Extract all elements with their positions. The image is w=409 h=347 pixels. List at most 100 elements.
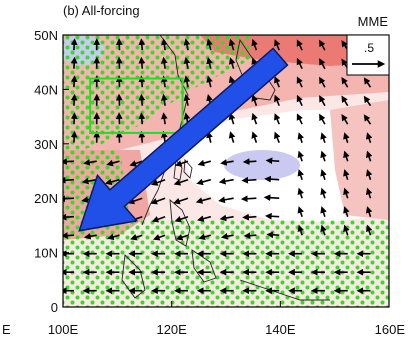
panel-title: (b) All-forcing	[63, 3, 140, 18]
model-label: MME	[358, 14, 389, 29]
wind-vector	[365, 187, 373, 199]
wind-vector	[183, 75, 191, 88]
wind-vector	[206, 57, 213, 69]
wind-vector	[161, 93, 168, 106]
wind-vector	[129, 160, 143, 167]
wind-vector	[264, 212, 280, 220]
wind-vector	[63, 232, 74, 239]
wind-vector	[341, 95, 349, 107]
wind-vector	[274, 113, 281, 125]
wind-vector	[263, 194, 280, 202]
latitude-axis: 50N 40N 30N 20N 10N 0	[34, 28, 69, 315]
wind-vector	[365, 224, 373, 236]
wind-vector	[320, 187, 327, 199]
wind-vector	[241, 176, 257, 184]
wind-vector	[219, 214, 234, 222]
lat-tick-label: 0	[51, 300, 58, 315]
wind-vector	[70, 93, 78, 106]
wind-vector	[104, 178, 120, 186]
wind-vector	[343, 224, 350, 236]
lon-tick-label: 100E	[48, 322, 79, 337]
wind-vector	[151, 215, 166, 223]
wind-vector	[218, 196, 234, 204]
reference-vector-label: .5	[364, 41, 374, 55]
reference-vector-legend: .5	[346, 34, 390, 76]
wind-vector	[320, 169, 327, 180]
wind-vector	[242, 158, 257, 165]
wind-vector	[296, 113, 303, 125]
lat-tick-label: 10N	[34, 246, 58, 261]
wind-vector	[206, 131, 213, 143]
wind-vector	[251, 131, 258, 143]
lat-tick-label: 30N	[34, 137, 58, 152]
wind-vector	[161, 112, 168, 125]
wind-vector	[197, 159, 212, 167]
wind-vector	[63, 176, 74, 184]
map-plot-area	[63, 35, 389, 307]
edge-fragment-label: E	[2, 322, 11, 337]
wind-vector	[206, 38, 213, 51]
wind-vector	[251, 94, 258, 106]
wind-vector	[297, 206, 304, 217]
wind-vector	[220, 159, 234, 166]
wind-vector	[297, 224, 304, 236]
wind-vector	[81, 177, 97, 185]
wind-vector	[106, 159, 120, 167]
wind-vector	[228, 38, 236, 51]
wind-vector	[343, 150, 350, 162]
wind-vector	[197, 215, 212, 222]
lon-tick-label: 120E	[156, 322, 187, 337]
wind-vector	[297, 169, 304, 180]
wind-vector	[70, 56, 78, 69]
wind-vector	[240, 195, 257, 203]
wind-vector	[365, 150, 373, 162]
wind-vector	[151, 178, 166, 186]
wind-vector-field	[63, 38, 373, 295]
lon-tick-label: 140E	[265, 322, 296, 337]
longitude-axis: 100E 120E 140E 160E	[48, 301, 406, 337]
wind-vector	[320, 132, 327, 143]
wind-vector	[138, 93, 146, 106]
wind-vector	[341, 113, 349, 125]
lon-tick-label: 160E	[375, 322, 406, 337]
wind-vector	[130, 234, 143, 241]
wind-vector	[274, 131, 281, 144]
wind-vector	[264, 175, 280, 183]
wind-vector	[63, 158, 74, 165]
wind-vector	[319, 113, 326, 125]
wind-vector	[70, 112, 78, 125]
wind-vector	[173, 178, 189, 186]
wind-vector	[150, 197, 166, 205]
wind-vector	[296, 94, 303, 107]
wind-vector	[196, 178, 212, 186]
wind-vector	[183, 38, 191, 51]
wind-vector	[343, 132, 350, 143]
wind-vector	[206, 75, 213, 88]
wind-vector	[365, 206, 373, 217]
wind-vector	[319, 39, 326, 51]
wind-vector	[161, 56, 168, 69]
wind-vector	[320, 224, 327, 236]
wind-vector	[343, 169, 350, 180]
wind-vector	[363, 114, 372, 125]
wind-vector	[297, 187, 304, 199]
wind-vector	[242, 213, 257, 221]
wind-vector	[363, 77, 372, 88]
lat-tick-label: 50N	[34, 28, 58, 43]
wind-vector	[174, 160, 189, 167]
wind-vector	[296, 57, 303, 70]
wind-vector	[274, 94, 281, 107]
wind-vector	[274, 39, 281, 51]
wind-vector	[161, 38, 168, 51]
plot-frame	[62, 34, 390, 308]
wind-vector	[195, 197, 212, 204]
wind-vector	[320, 206, 327, 217]
wind-vector	[138, 130, 146, 143]
wind-vector	[363, 95, 372, 107]
wind-vector	[296, 76, 303, 88]
wind-vector	[297, 132, 304, 143]
wind-vector	[341, 76, 349, 88]
wind-vector	[138, 56, 146, 69]
wind-vector	[218, 177, 234, 185]
